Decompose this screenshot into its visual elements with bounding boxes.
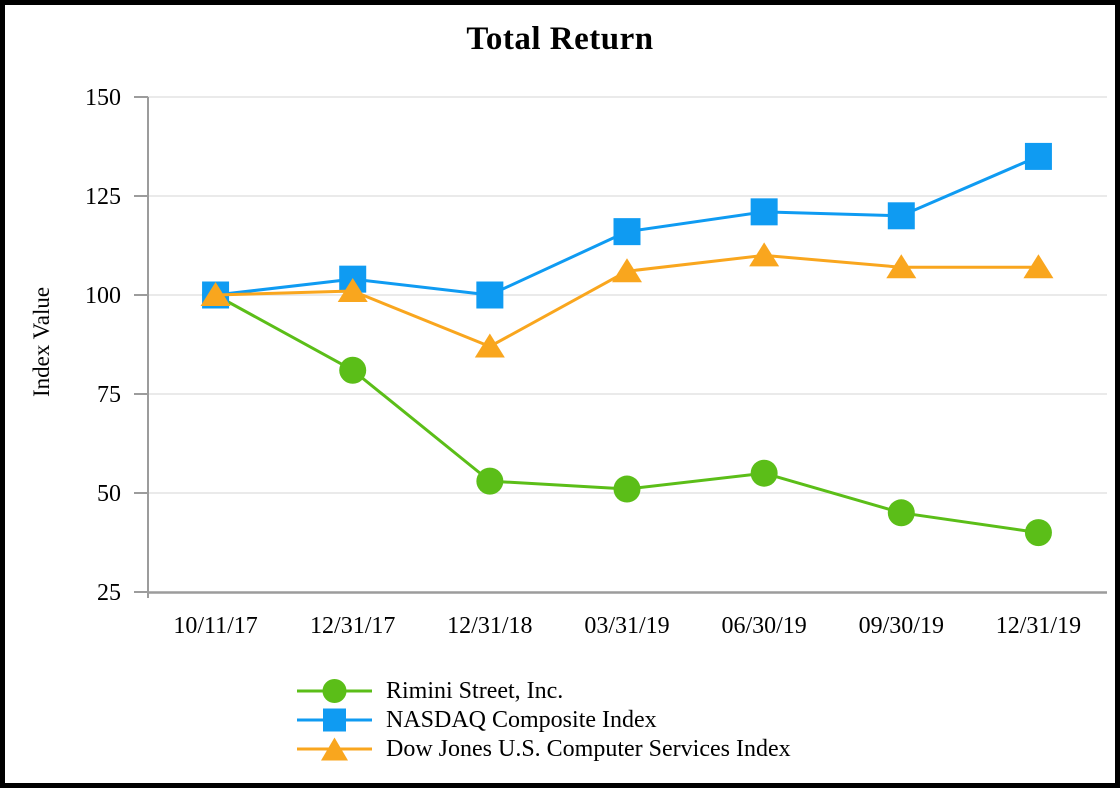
x-tick-label: 09/30/19: [859, 613, 944, 639]
x-tick-label: 10/11/17: [173, 613, 257, 639]
data-point-marker-circle: [750, 459, 778, 487]
data-point-marker-circle: [1024, 519, 1052, 547]
legend-marker-triangle-icon: [297, 737, 372, 760]
data-point-marker-triangle: [749, 242, 780, 267]
chart-legend: Rimini Street, Inc. NASDAQ Composite Ind…: [296, 676, 791, 763]
legend-label-nasdaq-composite: NASDAQ Composite Index: [386, 706, 657, 733]
data-point-marker-triangle: [1023, 254, 1054, 279]
data-point-marker-triangle: [474, 333, 505, 358]
chart-title: Total Return: [466, 21, 654, 57]
y-tick-label: 100: [85, 283, 121, 309]
x-tick-label: 12/31/17: [310, 613, 395, 639]
data-point-marker-circle: [476, 467, 504, 495]
total-return-line-chart: 25 50 75 100 125 150 10/11/17 12/31/17 12/31/18 0…: [29, 85, 1107, 639]
y-tick-label: 75: [97, 382, 121, 408]
y-tick-label: 125: [85, 184, 121, 210]
legend-item-nasdaq-composite: NASDAQ Composite Index: [296, 705, 791, 734]
data-point-marker-triangle: [612, 258, 642, 283]
data-point-marker-square: [1024, 142, 1052, 170]
data-point-marker-triangle: [886, 254, 917, 279]
data-point-marker-square: [887, 202, 915, 230]
y-axis-title: Index Value: [29, 287, 54, 397]
data-point-marker-triangle: [337, 278, 368, 303]
data-point-marker-square: [476, 281, 504, 309]
x-tick-label: 03/31/19: [584, 613, 669, 639]
data-point-marker-circle: [613, 475, 641, 503]
legend-marker-square-icon: [297, 708, 372, 731]
legend-label-dow-jones-computer-services: Dow Jones U.S. Computer Services Index: [386, 735, 791, 762]
x-tick-label: 12/31/18: [447, 613, 532, 639]
y-tick-label: 25: [97, 580, 121, 606]
x-tick-label: 12/31/19: [996, 613, 1081, 639]
legend-item-dow-jones-computer-services: Dow Jones U.S. Computer Services Index: [296, 734, 791, 763]
legend-label-rimini-street: Rimini Street, Inc.: [386, 677, 564, 704]
legend-marker-circle-icon: [297, 678, 372, 703]
data-point-marker-circle: [887, 499, 915, 527]
legend-item-rimini-street: Rimini Street, Inc.: [296, 676, 791, 705]
data-point-marker-circle: [339, 356, 367, 384]
y-tick-label: 150: [85, 85, 121, 111]
y-tick-label: 50: [97, 481, 121, 507]
x-tick-label: 06/30/19: [721, 613, 806, 639]
data-point-marker-square: [613, 218, 641, 246]
data-point-marker-square: [750, 198, 778, 226]
data-point-marker-triangle: [200, 282, 231, 306]
